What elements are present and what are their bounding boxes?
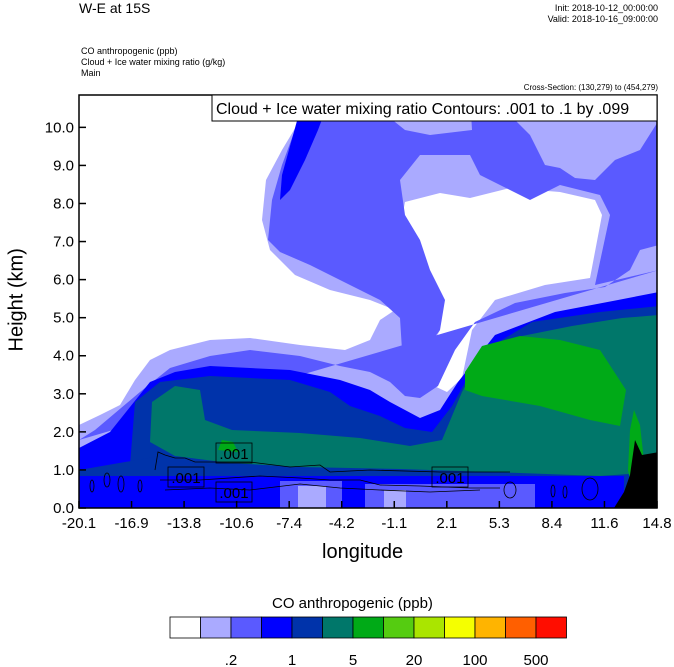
contour-info-box <box>211 94 658 122</box>
y-tick-label: 9.0 <box>53 157 74 174</box>
field-level-medium-blue <box>79 95 657 440</box>
colorbar-swatch <box>169 616 201 639</box>
contour-label-box <box>167 466 205 488</box>
cross-section-label: Cross-Section: (130,279) to (454,279) <box>523 83 658 92</box>
colorbar-swatch <box>505 616 537 639</box>
x-tick-label: 14.8 <box>642 515 671 532</box>
colorbar-swatch <box>474 616 506 639</box>
valid-time: Valid: 2018-10-16_09:00:00 <box>547 14 658 24</box>
colorbar-swatch <box>413 616 445 639</box>
colorbar-label: .2 <box>225 652 238 667</box>
x-tick-label: 5.3 <box>489 515 510 532</box>
field-level-blue-upper <box>280 98 330 200</box>
colorbar-swatch <box>383 616 415 639</box>
x-tick-label: 11.6 <box>590 515 618 532</box>
y-tick-label: 4.0 <box>53 348 74 365</box>
field-level-green <box>465 336 626 426</box>
x-tick-label: -7.4 <box>276 515 302 532</box>
colorbar: .2 1 5 20 100 500 <box>169 616 567 667</box>
x-tick-label: -10.6 <box>220 515 254 532</box>
colorbar-swatch <box>291 616 323 639</box>
x-axis-label: longitude <box>322 541 404 563</box>
field-level-light-patch <box>298 486 326 508</box>
subtitle-cloud: Cloud + Ice water mixing ratio (g/kg) <box>81 57 226 67</box>
colorbar-label: 20 <box>406 652 423 667</box>
y-tick-label: 10.0 <box>45 119 74 136</box>
y-tick-label: 0.0 <box>53 500 74 517</box>
y-tick-label: 7.0 <box>53 234 74 251</box>
colorbar-label: 1 <box>288 652 296 667</box>
field-level-blue-bottom <box>79 476 624 508</box>
colorbar-swatch <box>230 616 262 639</box>
x-tick-label: 2.1 <box>436 515 457 532</box>
y-tick-label: 1.0 <box>53 462 74 479</box>
colorbar-swatch <box>444 616 476 639</box>
init-time: Init: 2018-10-12_00:00:00 <box>554 3 658 13</box>
colorbar-swatch <box>352 616 384 639</box>
contour-label: .001 <box>219 485 248 502</box>
colorbar-title: CO anthropogenic (ppb) <box>272 595 433 612</box>
y-tick-label: 6.0 <box>53 272 74 289</box>
axes: 0.0 1.0 2.0 3.0 4.0 5.0 6.0 7.0 8.0 9.0 10.0 -20.1 -… <box>45 119 672 532</box>
contour-label: .001 <box>435 470 464 487</box>
terrain <box>614 440 657 508</box>
x-tick-label: -4.2 <box>329 515 355 532</box>
contour-info-text: Cloud + Ice water mixing ratio Contours:… <box>216 101 629 118</box>
contour-labels: .001 .001 .001 .001 <box>167 442 469 503</box>
y-tick-label: 5.0 <box>53 310 74 327</box>
colorbar-swatch <box>535 616 567 639</box>
x-tick-label: -16.9 <box>114 515 148 532</box>
contour-label: .001 <box>171 470 200 487</box>
colorbar-label: 500 <box>523 652 548 667</box>
colorbar-swatch <box>322 616 354 639</box>
x-tick-label: -20.1 <box>62 515 96 532</box>
colorbar-label: 100 <box>462 652 487 667</box>
contour-label-box <box>431 466 469 488</box>
x-tick-label: -13.8 <box>167 515 201 532</box>
colorbar-swatch <box>261 616 293 639</box>
colorbar-swatch <box>200 616 232 639</box>
x-tick-label: -1.1 <box>381 515 407 532</box>
subtitle-co: CO anthropogenic (ppb) <box>81 46 178 56</box>
colorbar-label: 5 <box>349 652 357 667</box>
co-field <box>79 95 657 508</box>
contour-label: .001 <box>219 446 248 463</box>
field-level-light-patch-2 <box>384 490 406 508</box>
x-tick-label: 8.4 <box>541 515 562 532</box>
contour-label-box <box>215 442 253 464</box>
contour-label-box <box>215 481 253 503</box>
y-axis-label: Height (km) <box>5 248 28 352</box>
y-tick-label: 2.0 <box>53 424 74 441</box>
subtitle-main: Main <box>81 68 101 78</box>
y-tick-label: 3.0 <box>53 386 74 403</box>
y-tick-label: 8.0 <box>53 195 74 212</box>
plot-title: W-E at 15S <box>79 0 151 16</box>
